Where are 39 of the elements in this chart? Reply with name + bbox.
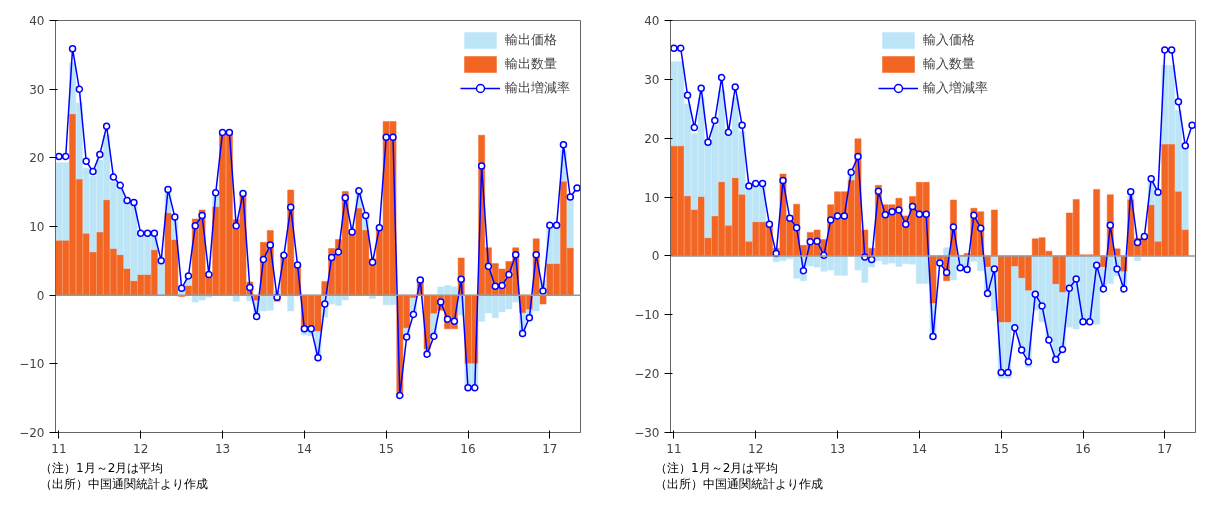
y-tick-label: −20: [19, 426, 45, 440]
y-tick-label: 20: [29, 151, 45, 166]
x-tick-label: 14: [296, 441, 313, 456]
text: （出所）中国通関統計より作成: [40, 477, 208, 491]
text: （注）1月～2月は平均: [655, 461, 779, 475]
legend-label: 輸出数量: [505, 55, 557, 73]
x-tick-label: 17: [1157, 441, 1173, 456]
y-tick-label: 0: [651, 249, 660, 264]
y-tick-label: 40: [644, 14, 660, 28]
y-tick-label: −10: [634, 308, 660, 323]
legend-label: 輸入数量: [922, 55, 975, 73]
x-tick-label: 15: [378, 441, 394, 456]
x-tick-label: 12: [748, 441, 764, 456]
x-tick-label: 13: [829, 441, 846, 456]
x-tick-label: 17: [542, 441, 558, 456]
x-tick-label: 16: [460, 441, 476, 456]
y-tick-label: 40: [29, 14, 45, 28]
x-tick-label: 14: [911, 441, 928, 456]
x-tick-label: 13: [214, 441, 231, 456]
legend-label: 輸入価格: [922, 31, 975, 49]
y-tick-label: −30: [634, 426, 660, 440]
legend-label: 輸入増減率: [922, 79, 988, 97]
x-tick-label: 11: [51, 441, 67, 456]
legend-label: 輸出増減率: [505, 79, 570, 97]
x-tick-label: 12: [133, 441, 149, 456]
text: （出所）中国通関統計より作成: [655, 477, 823, 491]
x-tick-label: 15: [993, 441, 1009, 456]
y-tick-label: 30: [29, 82, 45, 97]
y-tick-label: 30: [644, 72, 660, 87]
y-tick-label: 10: [644, 190, 660, 205]
legend-label: 輸出価格: [505, 31, 557, 49]
y-tick-label: −20: [634, 367, 660, 382]
y-tick-label: 10: [29, 220, 45, 234]
y-tick-label: −10: [19, 357, 45, 372]
y-tick-label: 20: [644, 131, 660, 146]
x-tick-label: 16: [1075, 441, 1091, 456]
text: （注）1月～2月は平均: [40, 461, 164, 475]
y-tick-label: 0: [36, 288, 45, 303]
x-tick-label: 11: [666, 441, 682, 456]
